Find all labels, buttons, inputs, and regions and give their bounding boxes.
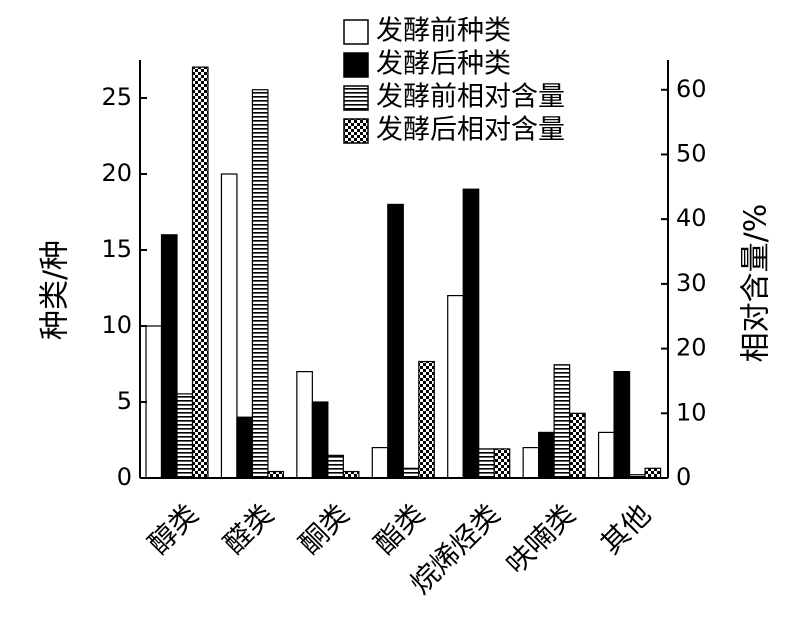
y-tick-label-right: 30 [676, 269, 707, 297]
bar-3-5 [478, 448, 495, 479]
bar-2-5 [462, 188, 480, 479]
y-axis-title-left: 种类/种 [38, 240, 73, 340]
bar-1-6 [522, 447, 540, 479]
bar-2-7 [613, 371, 631, 479]
y-tick-label-right: 40 [676, 204, 707, 232]
legend-label-2: 发酵后种类 [376, 49, 511, 80]
bar-3-1 [176, 393, 194, 479]
legend-label-1: 发酵前种类 [376, 16, 511, 47]
y-tick-label-right: 50 [676, 139, 707, 167]
bar-3-6 [553, 364, 571, 479]
y-tick-label-left: 25 [101, 83, 132, 111]
ticks-group: 0 5 10 15 20 25 0 10 20 30 40 50 60 [101, 75, 706, 491]
y-tick-label-left: 0 [117, 463, 132, 491]
bar-2-6 [538, 431, 555, 479]
legend-swatch-4 [343, 118, 369, 144]
bar-4-7 [644, 467, 662, 479]
y-tick-label-right: 20 [676, 334, 707, 362]
bar-2-1 [160, 234, 178, 479]
category-label: 酯类 [368, 498, 431, 561]
y-tick-label-left: 20 [101, 159, 132, 187]
y-tick-label-right: 10 [676, 398, 707, 426]
bar-1-5 [447, 295, 464, 479]
legend-swatch-3 [343, 85, 369, 111]
bar-1-3 [296, 371, 313, 479]
category-label: 醛类 [217, 498, 280, 561]
category-label: 其他 [594, 498, 657, 561]
category-label: 酮类 [293, 498, 356, 561]
bars-group [145, 66, 662, 479]
bar-1-1 [145, 325, 163, 479]
bar-4-5 [493, 448, 511, 479]
axes-group [139, 60, 669, 479]
y-axis-title-right: 相对含量/% [739, 204, 774, 363]
y-tick-label-left: 10 [101, 311, 132, 339]
y-tick-label-right: 0 [676, 463, 691, 491]
legend-label-4: 发酵后相对含量 [376, 115, 565, 146]
bar-2-4 [387, 203, 404, 479]
y-tick-label-left: 15 [101, 235, 132, 263]
bar-3-3 [327, 454, 344, 479]
bar-4-6 [569, 412, 586, 479]
bar-1-7 [597, 431, 615, 479]
y-tick-label-left: 5 [117, 387, 132, 415]
bar-3-2 [251, 89, 269, 479]
bar-1-4 [371, 447, 389, 479]
legend-label-3: 发酵前相对含量 [376, 82, 565, 113]
category-label: 呋喃类 [499, 498, 582, 581]
category-label: 醇类 [142, 498, 205, 561]
bar-2-2 [236, 416, 254, 479]
bar-3-4 [402, 467, 420, 479]
bar-1-2 [220, 173, 238, 479]
legend-swatch-2 [343, 52, 369, 78]
bar-2-3 [311, 401, 329, 479]
bar-4-1 [191, 66, 209, 479]
legend-swatch-1 [343, 19, 369, 45]
y-tick-label-right: 60 [676, 75, 707, 103]
bar-4-4 [418, 360, 435, 479]
